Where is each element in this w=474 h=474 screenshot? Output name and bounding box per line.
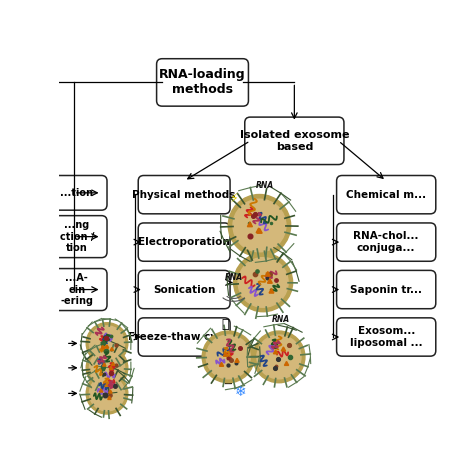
Text: Saponin tr...: Saponin tr... (350, 284, 422, 294)
FancyBboxPatch shape (337, 318, 436, 356)
Circle shape (202, 331, 254, 383)
Polygon shape (247, 222, 253, 227)
Circle shape (233, 199, 286, 252)
Text: RNA-loading
methods: RNA-loading methods (159, 68, 246, 96)
Circle shape (86, 373, 128, 414)
FancyBboxPatch shape (156, 59, 248, 106)
Text: 🔥: 🔥 (222, 319, 229, 331)
Circle shape (234, 253, 292, 312)
Text: RNA: RNA (272, 315, 291, 324)
Text: RNA: RNA (256, 181, 274, 190)
Circle shape (90, 350, 125, 385)
Text: RNA: RNA (224, 273, 243, 282)
Polygon shape (223, 352, 228, 356)
FancyBboxPatch shape (245, 117, 344, 164)
FancyBboxPatch shape (337, 223, 436, 261)
Circle shape (253, 331, 305, 383)
Polygon shape (108, 396, 111, 400)
Polygon shape (273, 350, 278, 354)
Polygon shape (110, 347, 114, 351)
Polygon shape (109, 366, 113, 369)
Text: ...tion: ...tion (60, 188, 93, 198)
Polygon shape (284, 362, 289, 365)
Polygon shape (109, 390, 112, 393)
Text: Chemical m...: Chemical m... (346, 190, 426, 200)
FancyBboxPatch shape (138, 270, 230, 309)
Circle shape (238, 258, 288, 307)
Circle shape (86, 347, 128, 389)
FancyBboxPatch shape (337, 270, 436, 309)
Polygon shape (269, 289, 274, 293)
Polygon shape (102, 363, 106, 366)
Circle shape (206, 335, 250, 379)
Text: Physical methods: Physical methods (132, 190, 236, 200)
Polygon shape (100, 389, 103, 392)
Polygon shape (235, 358, 239, 362)
Circle shape (257, 335, 301, 379)
Circle shape (90, 326, 125, 361)
FancyBboxPatch shape (337, 175, 436, 214)
Text: Freeze-thaw cycles: Freeze-thaw cycles (128, 332, 240, 342)
Text: Sonication: Sonication (153, 284, 215, 294)
Text: Isolated exosome
based: Isolated exosome based (239, 130, 349, 152)
Circle shape (90, 376, 125, 411)
Text: Exosom...
liposomal ...: Exosom... liposomal ... (350, 326, 422, 348)
Text: ...A-
ein
-ering: ...A- ein -ering (60, 273, 93, 306)
Text: ...ng
ction /
tion: ...ng ction / tion (60, 220, 94, 253)
FancyBboxPatch shape (138, 175, 230, 214)
FancyBboxPatch shape (138, 223, 230, 261)
Text: Electroporation: Electroporation (138, 237, 230, 247)
Text: RNA-chol...
conjuga...: RNA-chol... conjuga... (354, 231, 419, 253)
Polygon shape (105, 345, 109, 348)
Polygon shape (111, 362, 115, 365)
Text: ⚡: ⚡ (230, 192, 239, 205)
FancyBboxPatch shape (46, 175, 107, 210)
Text: ❄: ❄ (235, 385, 246, 399)
Circle shape (86, 323, 128, 364)
Polygon shape (281, 347, 285, 351)
Polygon shape (256, 228, 261, 233)
FancyBboxPatch shape (138, 318, 230, 356)
FancyBboxPatch shape (46, 269, 107, 310)
Polygon shape (267, 279, 272, 283)
Circle shape (228, 194, 291, 256)
Polygon shape (101, 346, 105, 348)
Polygon shape (219, 362, 224, 366)
FancyBboxPatch shape (46, 216, 107, 258)
Polygon shape (265, 272, 270, 276)
Polygon shape (257, 228, 262, 233)
